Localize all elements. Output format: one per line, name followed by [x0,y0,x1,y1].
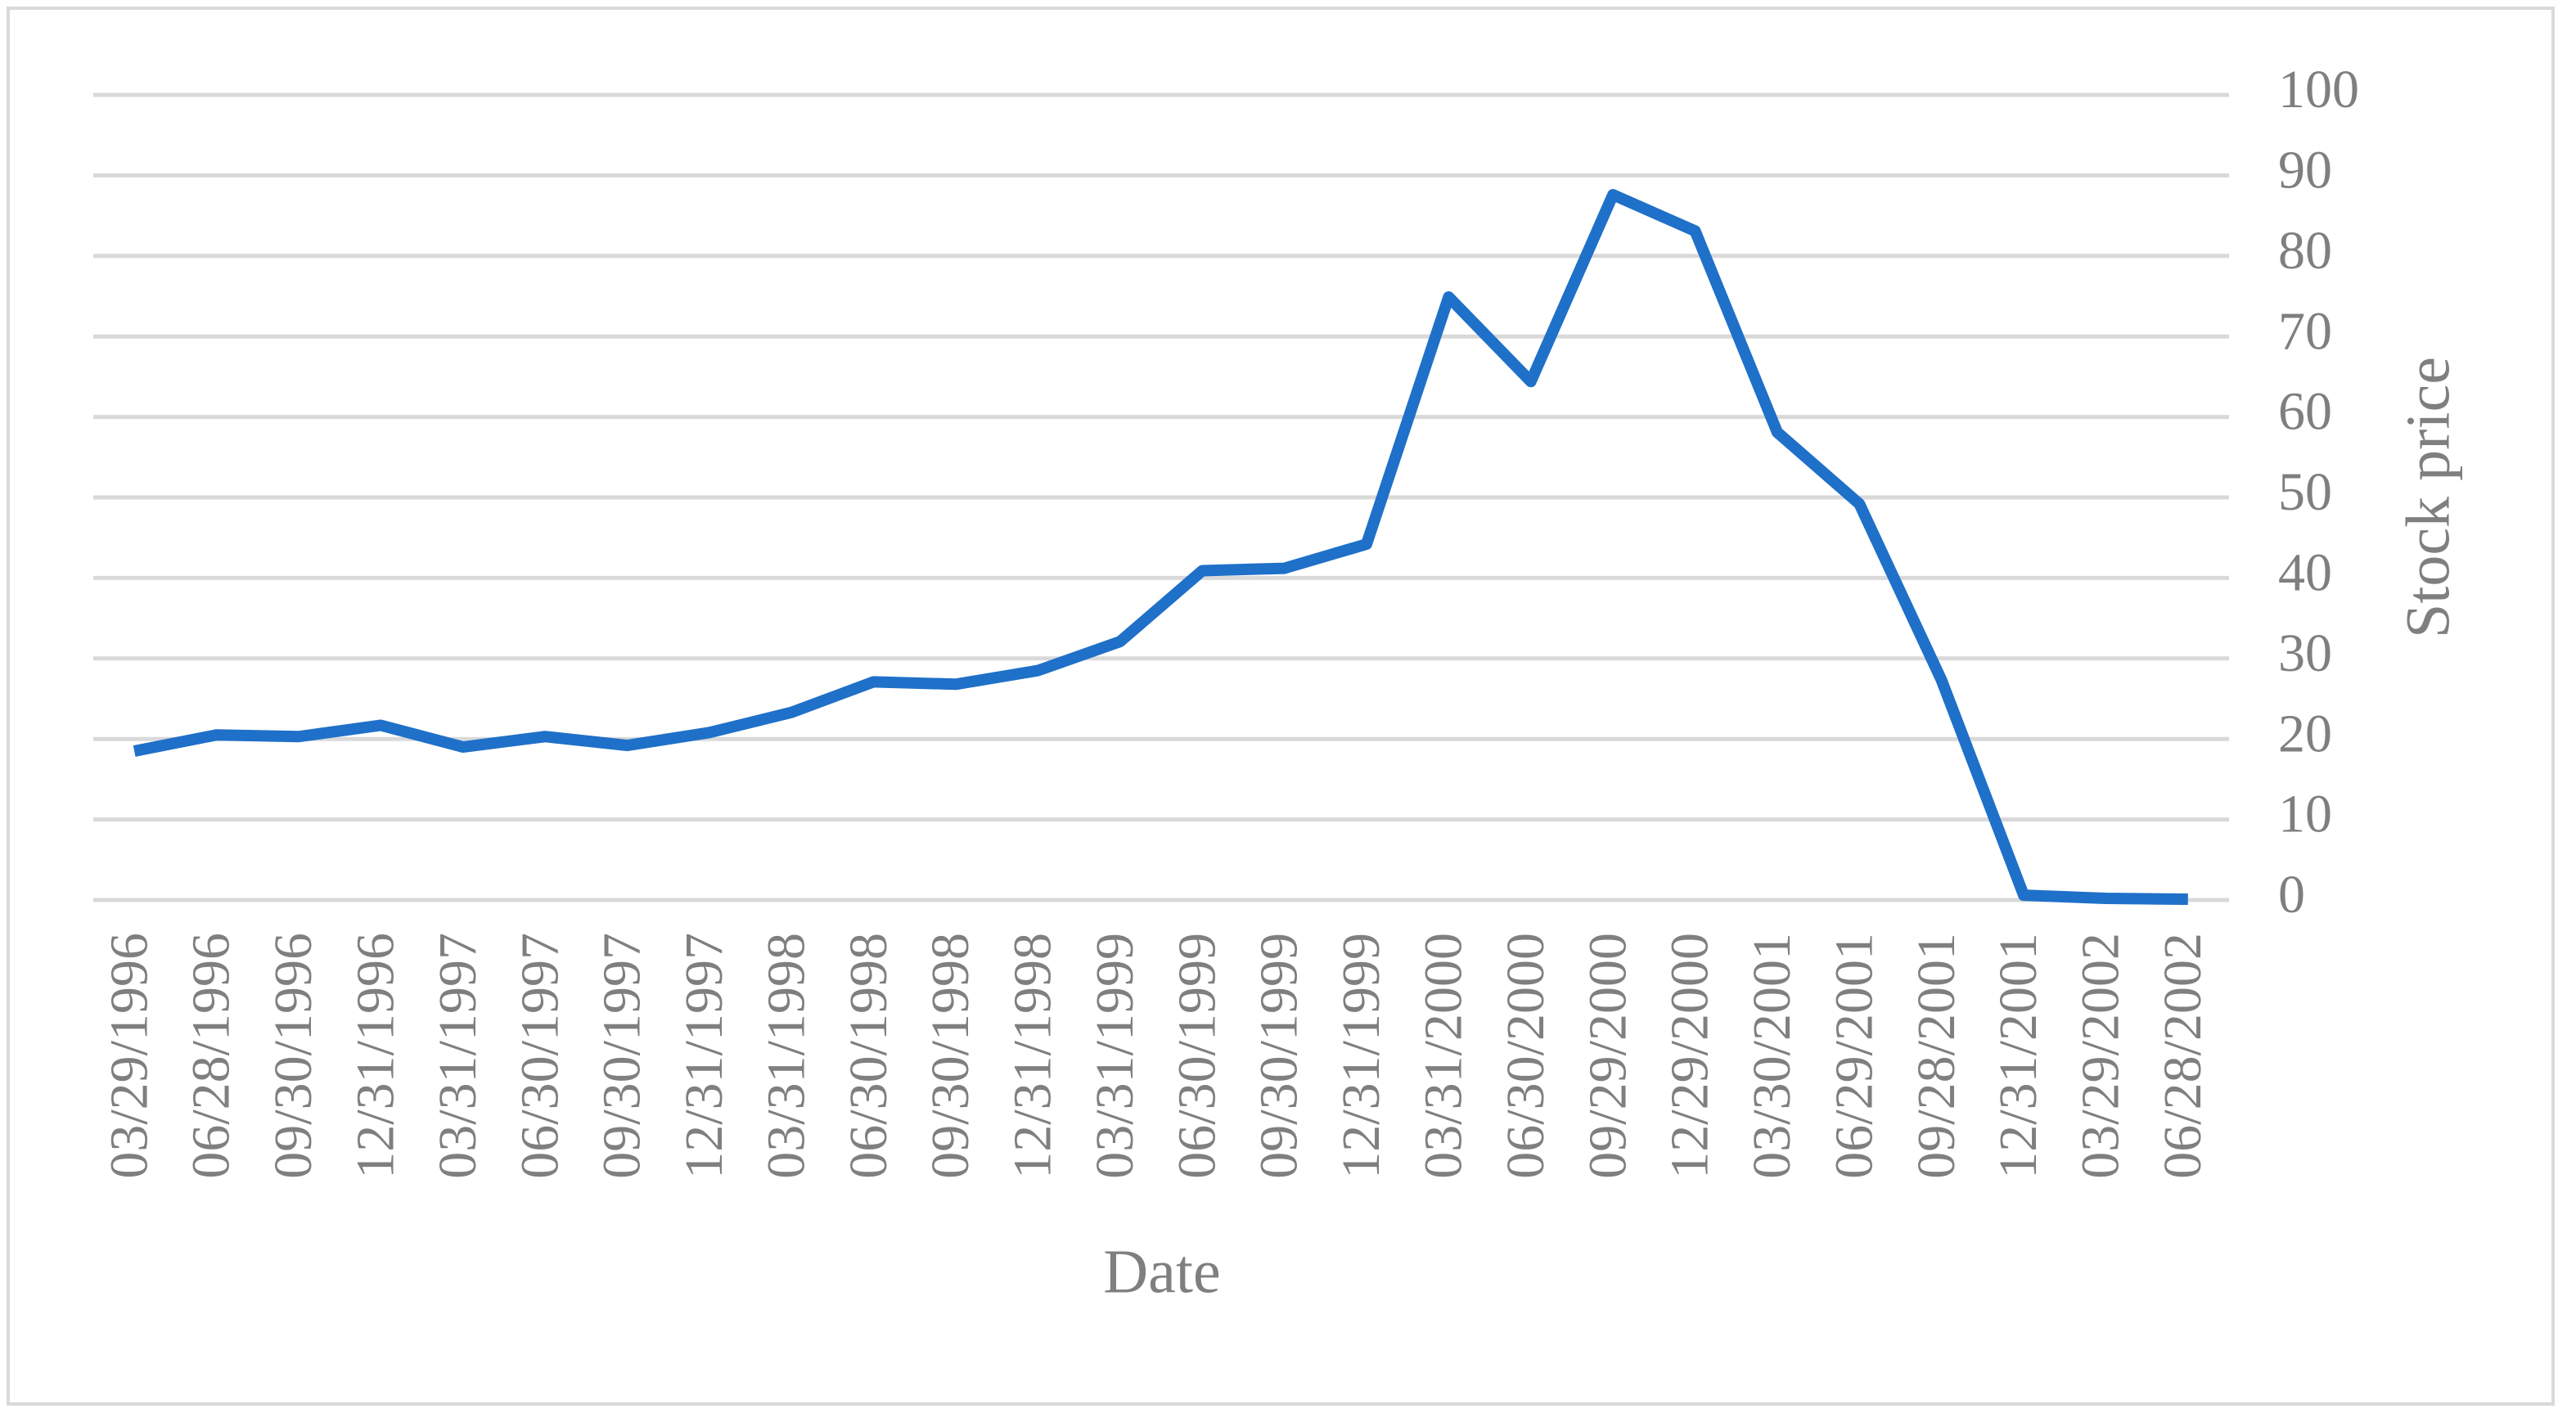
y-tick-label: 30 [2278,623,2332,683]
x-tick-label: 06/29/2001 [1824,933,1884,1179]
x-tick-label: 03/31/1997 [428,933,488,1179]
y-tick-label: 0 [2278,865,2305,925]
x-tick-label: 12/31/1999 [1331,933,1391,1179]
x-tick-label: 03/29/1996 [99,933,159,1179]
x-axis-title: Date [1103,1237,1220,1306]
x-tick-label: 06/30/1999 [1167,933,1227,1179]
y-tick-label: 50 [2278,462,2332,522]
x-tick-label: 12/31/1997 [674,933,734,1179]
x-tick-label: 06/30/1997 [510,933,570,1179]
x-tick-label: 09/30/1996 [263,933,323,1179]
x-tick-label: 12/31/1996 [345,933,405,1179]
x-tick-label: 03/31/1998 [756,933,816,1179]
x-tick-label: 09/29/2000 [1578,933,1637,1179]
x-tick-label: 06/28/2002 [2153,933,2213,1179]
x-tick-label: 09/30/1999 [1250,933,1309,1179]
y-tick-label: 40 [2278,543,2332,603]
y-tick-label: 80 [2278,221,2332,281]
chart-border [7,7,2555,1406]
x-tick-label: 09/30/1997 [592,933,652,1179]
x-tick-label: 06/30/2000 [1496,933,1556,1179]
x-tick-label: 06/30/1998 [839,933,898,1179]
x-tick-label: 03/31/1999 [1085,933,1145,1179]
y-tick-label: 20 [2278,704,2332,763]
y-tick-label: 10 [2278,785,2332,844]
x-tick-label: 03/29/2002 [2071,933,2131,1179]
x-tick-label: 12/29/2000 [1660,933,1720,1179]
x-tick-label: 12/31/2001 [1988,933,2048,1179]
y-tick-label: 70 [2278,301,2332,361]
x-tick-label: 12/31/1998 [1003,933,1063,1179]
y-tick-label: 100 [2278,60,2359,119]
x-tick-label: 03/31/2000 [1413,933,1473,1179]
line-series [133,189,2188,906]
y-tick-label: 90 [2278,141,2332,200]
x-tick-label: 09/28/2001 [1907,933,1966,1179]
y-axis-title: Stock price [2394,357,2462,638]
x-tick-label: 09/30/1998 [921,933,980,1179]
x-tick-label: 06/28/1996 [182,933,241,1179]
y-tick-label: 60 [2278,382,2332,442]
x-tick-label: 03/30/2001 [1742,933,1802,1179]
